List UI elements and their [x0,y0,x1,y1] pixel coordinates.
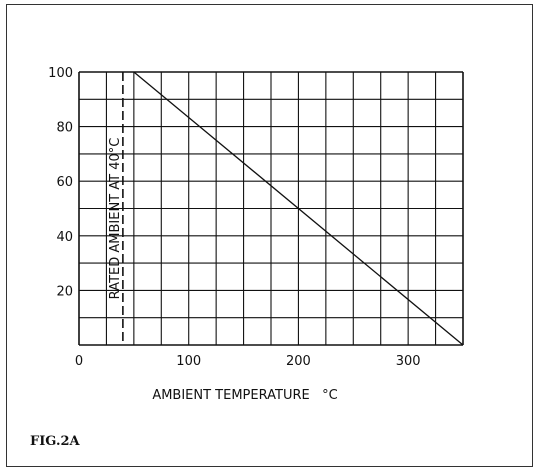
y-tick-label: 60 [56,175,73,190]
figure-caption: FIG.2A [30,434,81,449]
y-tick-label: 20 [56,284,73,299]
rated-ambient-label: RATED AMBIENT AT 40°C [108,138,123,300]
x-tick-label: 300 [396,354,421,369]
x-axis-label: AMBIENT TEMPERATURE °C [152,388,337,403]
y-tick-label: 100 [48,66,73,81]
derating-line [133,71,464,346]
chart-ticks: 20 40 60 80 100 0 100 200 300 [48,66,420,369]
x-tick-label: 100 [176,354,201,369]
chart-grid [78,71,464,346]
y-tick-label: 80 [56,121,73,136]
chart-marks: RATED AMBIENT AT 40°C [108,71,464,346]
x-tick-label: 200 [286,354,311,369]
y-tick-label: 40 [56,230,73,245]
x-tick-label: 0 [75,354,83,369]
